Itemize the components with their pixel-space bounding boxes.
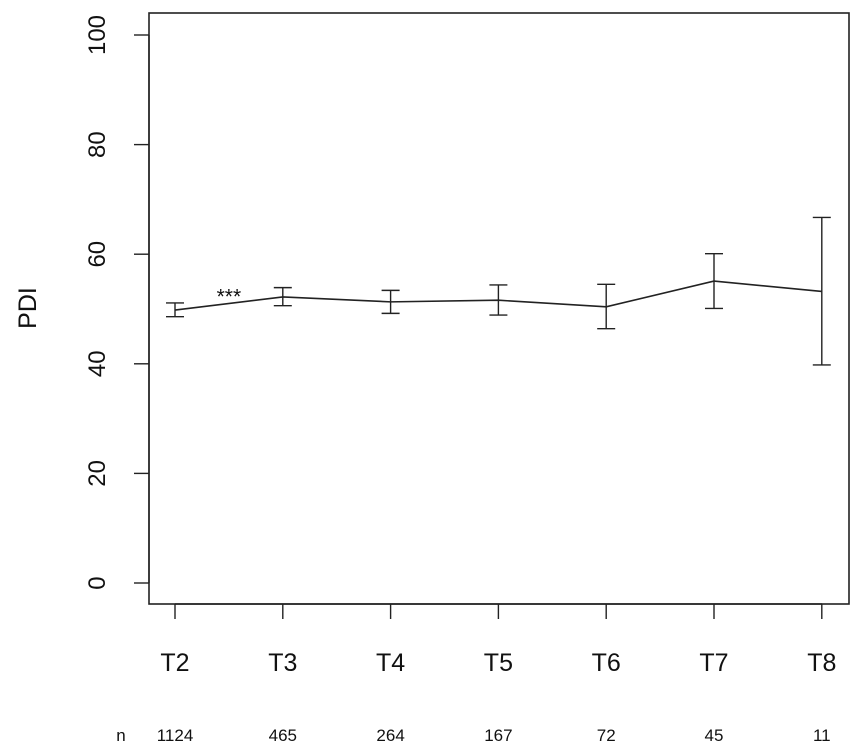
x-tick-label-T2: T2 [160,649,189,677]
series-line [174,280,822,311]
significance-annotation-0: *** [217,285,242,308]
n-row-label: n [116,726,125,743]
x-tick-label-T3: T3 [268,649,297,677]
sample-size-row: n 1124 465 264 167 72 45 11 [116,726,830,743]
x-tick-label-T8: T8 [807,649,836,677]
x-axis-ticks: T2 T3 T4 T5 T6 T7 T8 [160,604,836,677]
n-value-T7: 45 [705,726,724,743]
y-tick-label-100: 100 [84,15,111,55]
y-tick-label-0: 0 [84,576,111,589]
x-tick-label-T5: T5 [484,649,513,677]
n-value-T3: 465 [269,726,297,743]
error-bars [166,216,831,366]
y-axis-ticks: 0 20 40 60 80 100 [84,15,149,590]
n-value-T4: 264 [376,726,404,743]
n-value-T5: 167 [484,726,512,743]
x-tick-label-T4: T4 [376,649,405,677]
n-value-T6: 72 [597,726,616,743]
y-tick-label-80: 80 [84,131,111,158]
y-tick-label-60: 60 [84,241,111,268]
x-tick-label-T7: T7 [699,649,728,677]
annotations: *** [217,285,242,308]
y-tick-label-20: 20 [84,460,111,487]
n-value-T2: 1124 [157,726,194,743]
y-tick-label-40: 40 [84,350,111,377]
x-tick-label-T6: T6 [592,649,621,677]
y-axis-label: PDI [14,287,42,329]
n-value-T8: 11 [813,726,831,743]
